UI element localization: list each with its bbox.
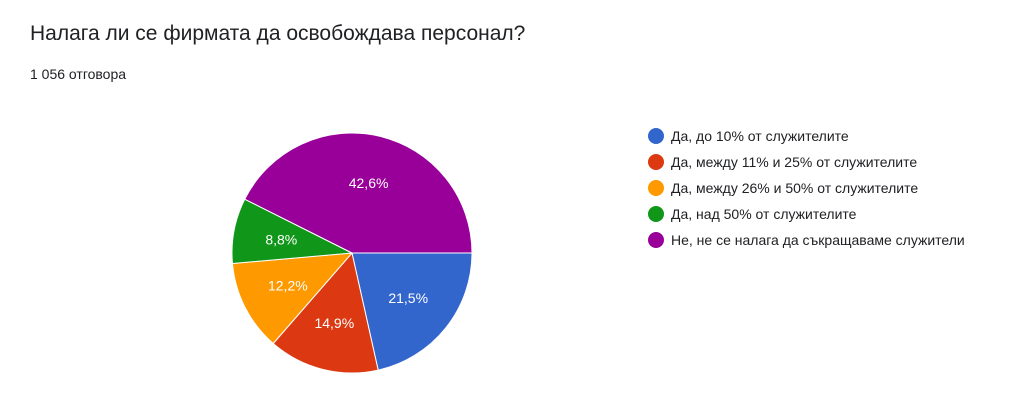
legend-swatch <box>648 180 664 196</box>
legend-label: Да, между 26% и 50% от служителите <box>671 180 919 196</box>
legend-item: Да, между 26% и 50% от служителите <box>648 179 988 197</box>
legend-label: Да, до 10% от служителите <box>671 128 849 144</box>
legend-item: Да, между 11% и 25% от служителите <box>648 153 988 171</box>
pie-slice-label: 42,6% <box>349 175 389 191</box>
pie-slice <box>272 251 379 374</box>
legend-label: Да, над 50% от служителите <box>671 206 857 222</box>
legend-swatch <box>648 128 664 144</box>
legend-item: Не, не се налага да съкращаваме служител… <box>648 231 988 249</box>
pie-slice-label: 21,5% <box>388 290 428 306</box>
legend-swatch <box>648 154 664 170</box>
legend-swatch <box>648 232 664 248</box>
pie-slice-label: 12,2% <box>268 278 308 294</box>
pie-slice <box>244 132 473 254</box>
legend-swatch <box>648 206 664 222</box>
pie-slice-label: 14,9% <box>314 315 354 331</box>
chart-title: Налага ли се фирмата да освобождава перс… <box>30 22 526 45</box>
response-count: 1 056 отговора <box>30 66 127 82</box>
legend-label: Да, между 11% и 25% от служителите <box>671 154 918 170</box>
legend-item: Да, над 50% от служителите <box>648 205 988 223</box>
legend-label: Не, не се налага да съкращаваме служител… <box>671 232 965 248</box>
pie-slice-label: 8,8% <box>265 232 297 248</box>
legend-item: Да, до 10% от служителите <box>648 127 988 145</box>
chart-legend: Да, до 10% от служителите Да, между 11% и… <box>648 127 988 257</box>
pie-slice <box>351 252 473 371</box>
pie-slice <box>231 252 354 345</box>
